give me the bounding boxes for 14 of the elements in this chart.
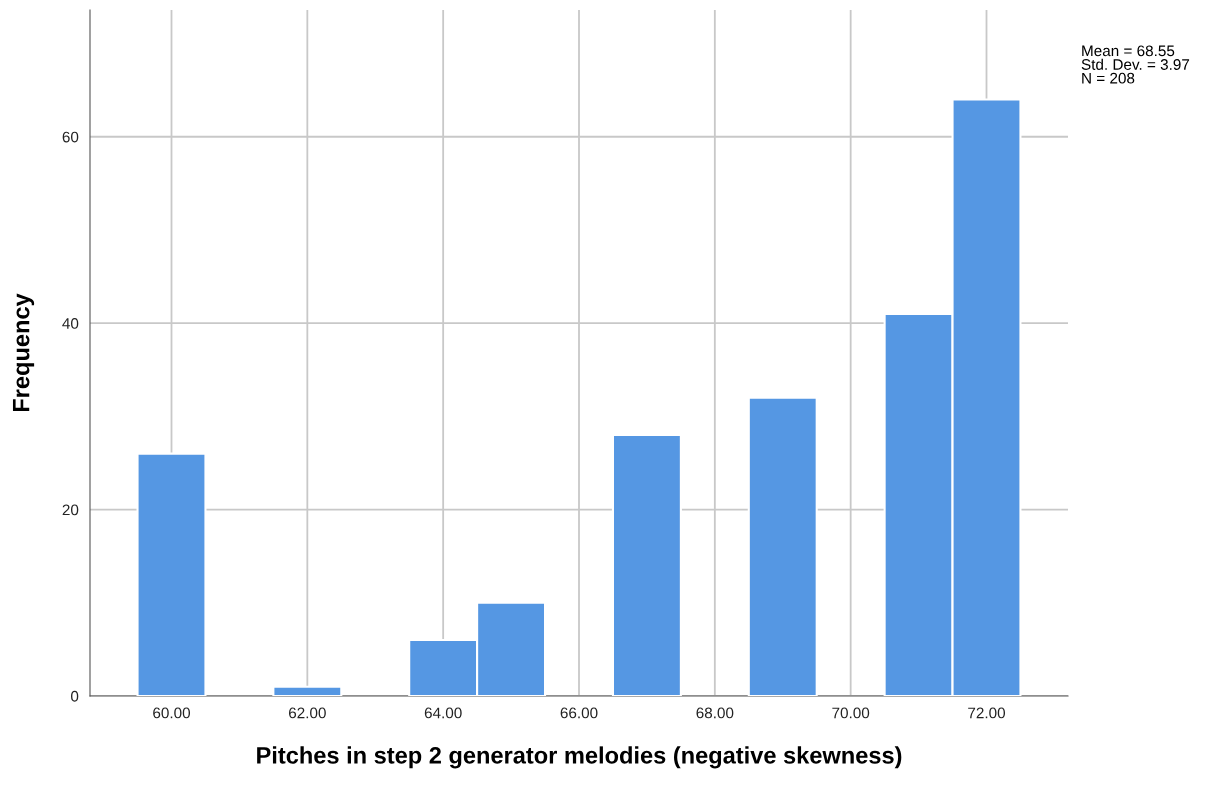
x-tick-label: 64.00 [424, 707, 462, 719]
text: Mean = 68.55 Std. Dev. = 3.97 N = 208 [1081, 45, 1190, 84]
y-tick-label: 60 [62, 131, 79, 143]
x-tick-label: 60.00 [153, 707, 191, 719]
y-tick-label: 40 [62, 318, 79, 329]
x-tick-label: 72.00 [968, 707, 1006, 719]
x-tick-label: 66.00 [560, 707, 598, 719]
x-axis-title: Pitches in step 2 generator melodies (negative skewness) [257, 746, 902, 769]
y-tick-label: 0 [70, 690, 79, 702]
x-tick-label: 70.00 [832, 707, 870, 719]
y-axis-title: Frequency [12, 293, 35, 412]
x-tick-label: 68.00 [696, 707, 734, 719]
y-tick-label: 20 [62, 504, 79, 516]
x-tick-label: 62.00 [289, 707, 326, 719]
